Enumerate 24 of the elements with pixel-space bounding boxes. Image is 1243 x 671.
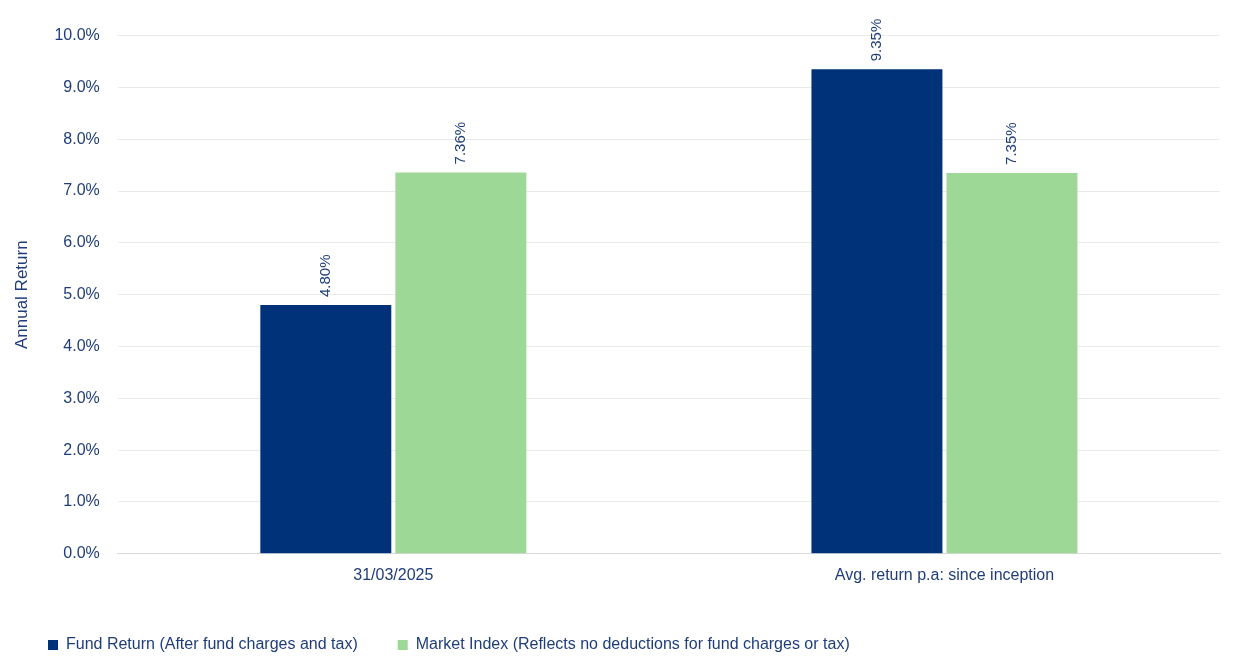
x-tick-label: 31/03/2025 — [353, 565, 434, 583]
y-tick-label: 2.0% — [63, 440, 100, 458]
legend-label: Fund Return (After fund charges and tax) — [66, 635, 358, 653]
y-tick-label: 6.0% — [63, 233, 100, 251]
data-label: 7.35% — [1002, 122, 1020, 165]
data-label: 4.80% — [315, 254, 333, 298]
y-tick-label: 4.0% — [63, 336, 100, 354]
y-tick-label: 1.0% — [63, 492, 100, 510]
y-tick-label: 8.0% — [63, 129, 100, 147]
y-tick-label: 7.0% — [63, 181, 100, 199]
x-tick-label: Avg. return p.a: since inception — [834, 565, 1055, 583]
bar — [260, 305, 392, 554]
bar — [946, 172, 1078, 554]
bar — [395, 172, 527, 554]
data-label: 7.36% — [450, 121, 468, 165]
y-tick-label: 10.0% — [54, 26, 100, 44]
legend-label: Market Index (Reflects no deductions for fund charges or tax) — [415, 635, 850, 653]
y-axis-title: Annual Return — [11, 240, 31, 350]
y-tick-label: 3.0% — [63, 388, 100, 406]
y-tick-label: 5.0% — [63, 285, 100, 303]
bar — [811, 69, 943, 554]
y-tick-label: 0.0% — [63, 544, 100, 562]
y-tick-label: 9.0% — [63, 77, 100, 95]
data-label: 9.35% — [867, 18, 885, 62]
